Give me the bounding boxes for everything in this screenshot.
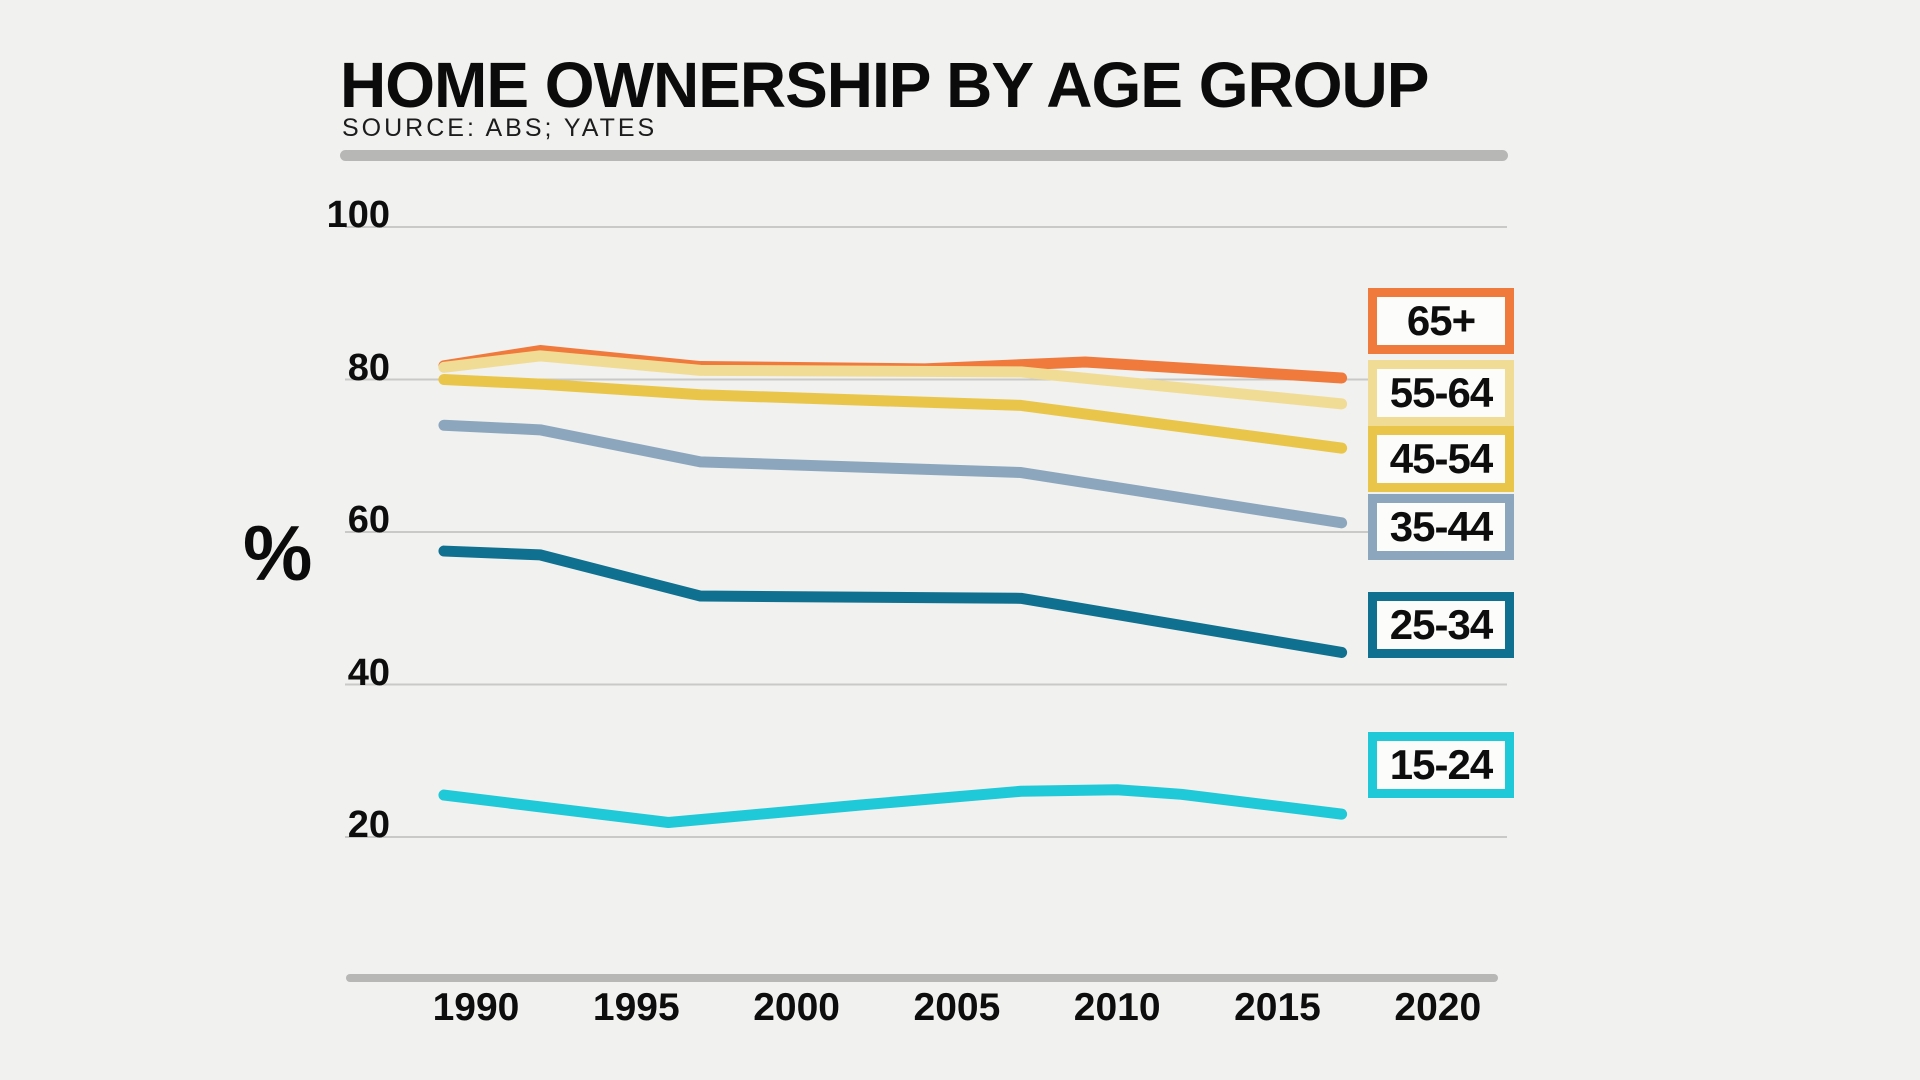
legend-label-45-54: 45-54 <box>1389 435 1493 482</box>
legend-label-65+: 65+ <box>1406 297 1476 344</box>
legend-label-55-64: 55-64 <box>1389 369 1493 416</box>
x-tick-label-2020: 2020 <box>1394 986 1482 1029</box>
chart-source-caption: SOURCE: ABS; YATES <box>342 114 658 142</box>
legend-box-65+: 65+ <box>1368 288 1514 354</box>
y-tick-label-100: 100 <box>326 194 390 236</box>
series-line-55-64 <box>438 350 1348 410</box>
series-line-35-44 <box>438 419 1348 529</box>
x-tick-label-1995: 1995 <box>592 986 680 1029</box>
x-tick-label-2005: 2005 <box>913 986 1001 1029</box>
y-tick-label-60: 60 <box>347 499 390 541</box>
y-axis-title-percent: % <box>243 509 313 597</box>
legend-box-35-44: 35-44 <box>1368 494 1514 560</box>
title-divider-bar <box>340 150 1508 161</box>
legend-box-15-24: 15-24 <box>1368 732 1514 798</box>
series-line-25-34 <box>438 545 1348 658</box>
legend-box-55-64: 55-64 <box>1368 360 1514 426</box>
x-tick-label-2010: 2010 <box>1073 986 1161 1029</box>
legend-box-25-34: 25-34 <box>1368 592 1514 658</box>
x-tick-label-1990: 1990 <box>432 986 520 1029</box>
legend-label-35-44: 35-44 <box>1389 503 1493 550</box>
y-tick-label-20: 20 <box>347 804 390 846</box>
y-tick-label-40: 40 <box>347 651 390 694</box>
y-tick-label-80: 80 <box>347 346 390 389</box>
series-line-15-24 <box>438 784 1348 829</box>
legend-label-15-24: 15-24 <box>1389 741 1493 788</box>
x-tick-label-2015: 2015 <box>1234 986 1321 1029</box>
legend-label-25-34: 25-34 <box>1389 601 1493 648</box>
legend-box-45-54: 45-54 <box>1368 426 1514 492</box>
chart-title: HOME OWNERSHIP BY AGE GROUP <box>340 49 1429 121</box>
x-axis-baseline <box>346 974 1498 982</box>
series-line-45-54 <box>438 374 1348 454</box>
x-tick-label-2000: 2000 <box>753 986 840 1029</box>
